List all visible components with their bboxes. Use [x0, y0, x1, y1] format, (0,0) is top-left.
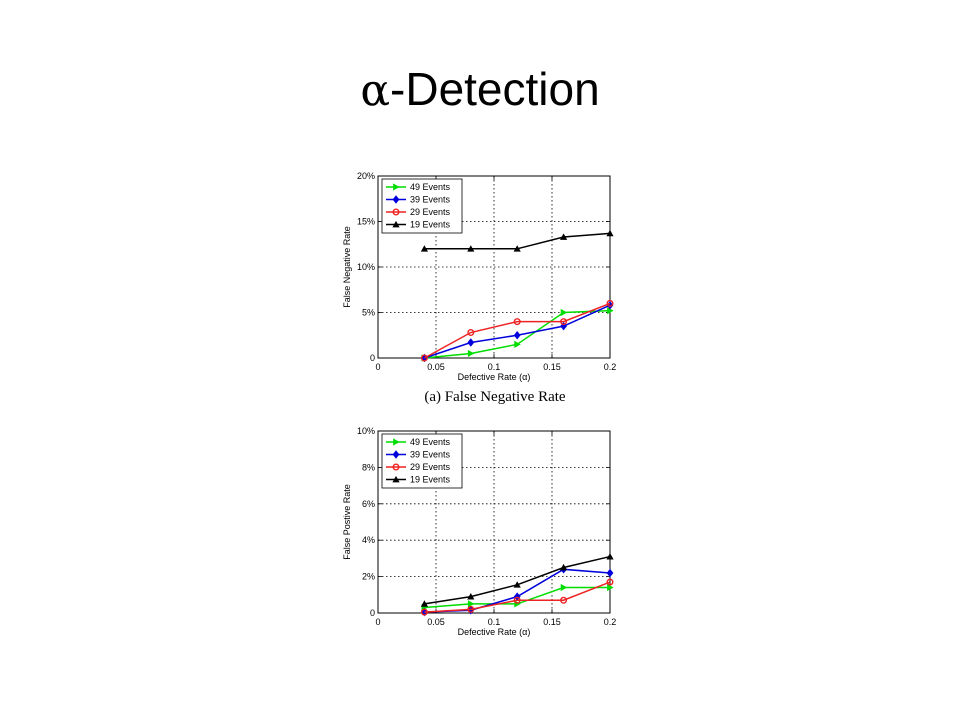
y-tick-label: 0: [370, 353, 375, 363]
data-point: [467, 605, 475, 613]
data-point: [513, 318, 521, 326]
title-alpha-symbol: α: [360, 65, 391, 116]
legend-entry: 29 Events: [410, 207, 451, 217]
data-point: [560, 308, 568, 317]
x-axis-label: Defective Rate (α): [458, 627, 531, 637]
x-tick-label: 0: [375, 362, 380, 372]
y-tick-label: 0: [370, 608, 375, 618]
data-point: [514, 340, 521, 348]
data-point: [606, 552, 614, 560]
data-point: [513, 581, 521, 588]
x-tick-label: 0.1: [488, 617, 501, 627]
legend-entry: 19 Events: [410, 475, 451, 485]
data-point: [606, 229, 614, 237]
legend-marker: [393, 438, 400, 446]
x-tick-label: 0.1: [488, 362, 501, 372]
data-point: [467, 245, 475, 252]
y-tick-label: 2%: [362, 572, 375, 582]
y-axis-label: False Postive Rate: [342, 484, 352, 560]
x-tick-label: 0.05: [427, 617, 445, 627]
series-line: [424, 581, 611, 613]
data-point: [467, 338, 475, 347]
chart-caption: (a) False Negative Rate: [424, 389, 566, 405]
data-point: [606, 578, 614, 586]
series-19-events: [420, 552, 614, 607]
legend-marker: [392, 208, 400, 216]
y-tick-label: 5%: [362, 308, 375, 318]
y-axis-label: False Negative Rate: [342, 226, 352, 308]
data-point: [467, 593, 475, 600]
legend-entry: 39 Events: [410, 195, 451, 205]
x-tick-label: 0.05: [427, 362, 445, 372]
x-tick-label: 0.15: [543, 617, 561, 627]
data-point: [560, 318, 568, 326]
data-point: [560, 563, 568, 571]
data-point: [606, 568, 614, 578]
x-tick-label: 0: [375, 617, 380, 627]
y-tick-label: 20%: [357, 171, 375, 181]
data-point: [606, 299, 614, 307]
legend: 49 Events 39 Events 29 Events 19 Events: [381, 433, 463, 489]
y-tick-label: 15%: [357, 217, 375, 227]
series-29-events: [420, 299, 614, 362]
title-text: -Detection: [390, 63, 600, 115]
data-point: [607, 307, 614, 315]
legend-marker: [392, 195, 400, 204]
legend-entry: 49 Events: [410, 437, 451, 447]
data-point: [420, 600, 428, 607]
series-39-events: [421, 300, 614, 363]
x-tick-label: 0.2: [604, 617, 617, 627]
data-point: [467, 329, 475, 337]
false-positive-rate-chart: 0 0.05 0.1 0.15 0.2 0 2% 4% 6% 8% 10% Defective Rat…: [342, 426, 617, 637]
series-49-events: [421, 307, 614, 362]
legend-entry: 39 Events: [410, 450, 451, 460]
y-tick-label: 10%: [357, 426, 375, 436]
legend: 49 Events 39 Events 29 Events 19 Events: [381, 178, 463, 234]
y-tick-label: 6%: [362, 499, 375, 509]
legend-marker: [392, 450, 400, 459]
data-point: [467, 349, 475, 358]
legend-marker: [392, 220, 400, 228]
x-axis-label: Defective Rate (α): [458, 372, 531, 382]
data-point: [513, 245, 521, 252]
legend-marker: [393, 183, 400, 191]
data-point: [420, 354, 428, 362]
series-29-events: [420, 578, 614, 616]
false-negative-rate-chart: 0 0.05 0.1 0.15 0.2 0 5% 10% 15% 20% Defective Rat…: [342, 171, 617, 382]
legend-entry: 29 Events: [410, 462, 451, 472]
legend-marker: [392, 475, 400, 483]
legend-entry: 49 Events: [410, 182, 451, 192]
data-point: [420, 608, 428, 616]
y-tick-label: 4%: [362, 535, 375, 545]
data-point: [513, 596, 521, 604]
slide-title: α-Detection: [0, 62, 960, 116]
data-point: [560, 583, 568, 592]
x-tick-label: 0.2: [604, 362, 617, 372]
series-line: [424, 302, 611, 359]
data-point: [607, 583, 614, 592]
legend-entry: 19 Events: [410, 220, 451, 230]
data-point: [420, 245, 428, 252]
data-point: [560, 233, 568, 240]
data-point: [560, 596, 568, 604]
y-tick-label: 8%: [362, 462, 375, 472]
series-19-events: [420, 229, 614, 252]
data-point: [467, 600, 475, 608]
x-tick-label: 0.15: [543, 362, 561, 372]
y-tick-label: 10%: [357, 262, 375, 272]
data-point: [513, 331, 521, 340]
legend-marker: [392, 463, 400, 471]
